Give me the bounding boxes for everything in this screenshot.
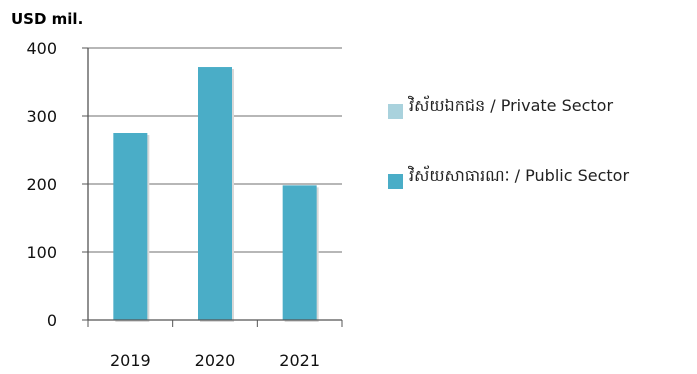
bar-public-2021 [282,185,317,320]
legend: វិស័យឯកជន / Private Sector វិស័យសាធារណៈ … [388,94,629,234]
y-tick-label-200: 200 [26,175,57,194]
tick-labels: 0 100 200 300 400 2019 2020 2021 [26,39,320,370]
y-tick-label-100: 100 [26,243,57,262]
legend-swatch-private [388,103,403,119]
bar-public-2019 [113,133,148,320]
x-tick-label-2020: 2020 [195,351,236,370]
legend-swatch-public [388,173,403,189]
legend-item-public: វិស័យសាធារណៈ / Public Sector [388,164,629,190]
y-tick-label-300: 300 [26,107,57,126]
y-tick-label-0: 0 [47,311,57,330]
bars [113,67,319,322]
x-tick-label-2021: 2021 [279,351,320,370]
legend-label-private: វិស័យឯកជន / Private Sector [409,96,614,115]
y-tick-label-400: 400 [26,39,57,58]
legend-item-private: វិស័យឯកជន / Private Sector [388,94,629,120]
y-axis-unit-label: USD mil. [11,10,84,28]
axes [87,48,343,327]
legend-label-public: វិស័យសាធារណៈ / Public Sector [409,166,630,185]
x-tick-label-2019: 2019 [110,351,151,370]
bar-public-2020 [198,67,232,320]
